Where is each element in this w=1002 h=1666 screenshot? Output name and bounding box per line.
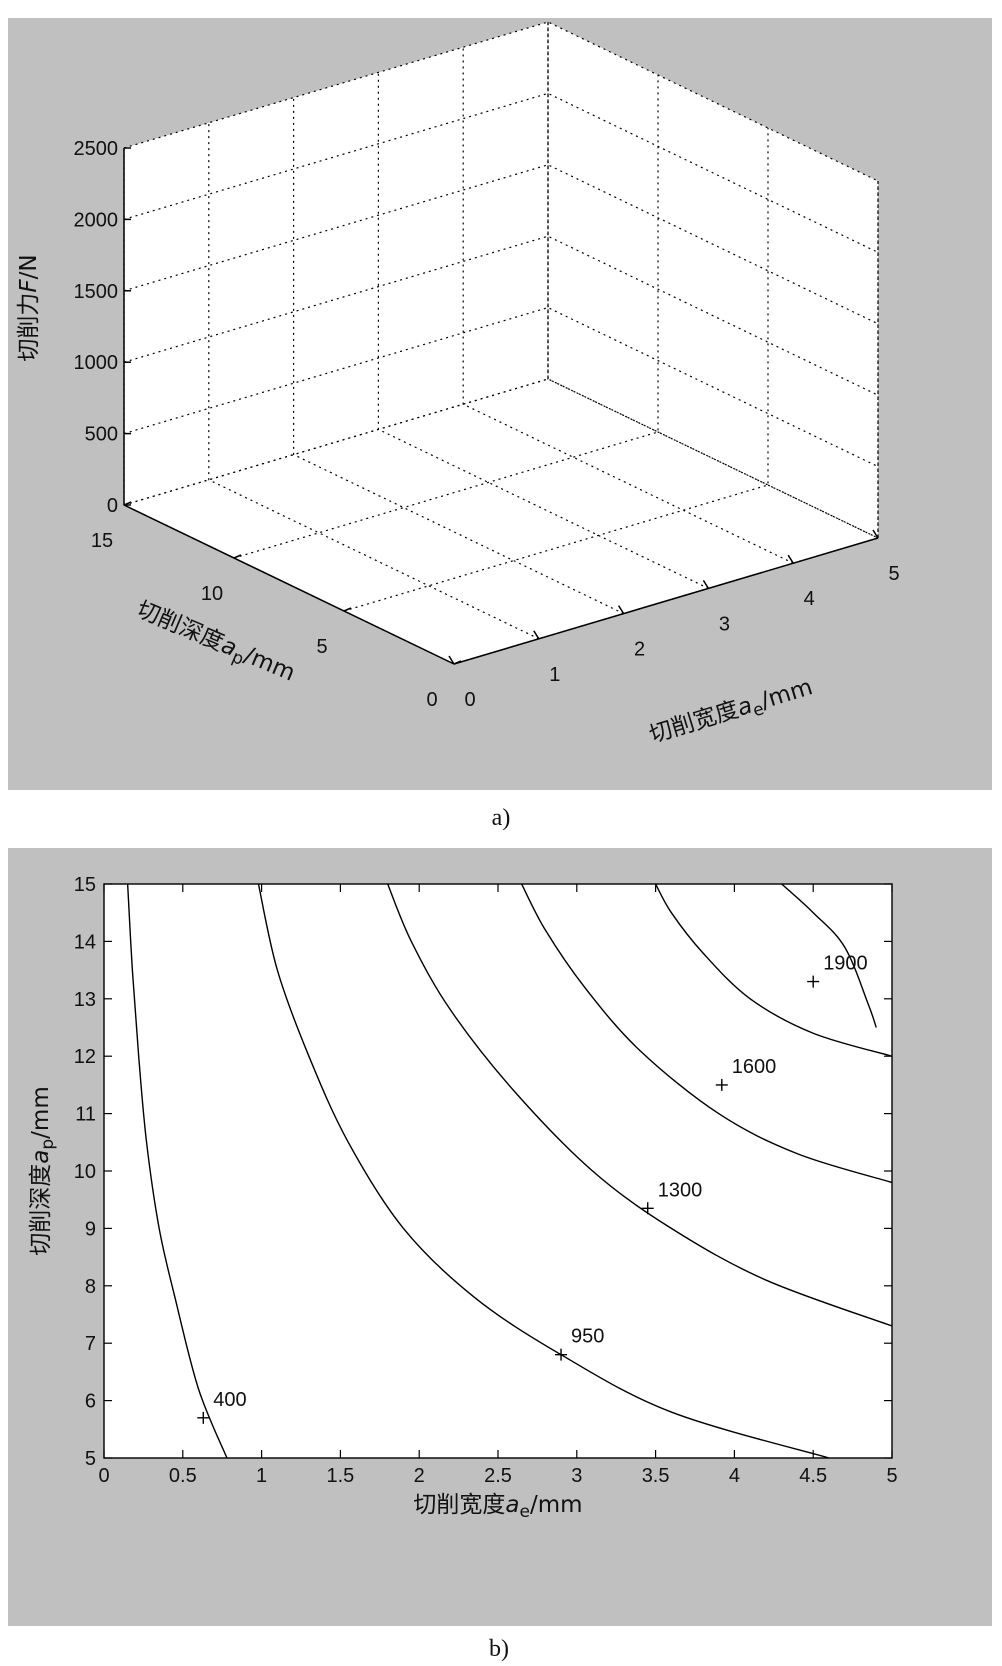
back-wall-ae	[548, 22, 878, 538]
f-axis-label: 切削力F/N	[16, 254, 42, 361]
y-tick-label: 9	[85, 1218, 96, 1240]
contour-line	[781, 884, 877, 1028]
x-tick-label: 5	[886, 1465, 897, 1487]
ae-tick-label: 4	[804, 588, 815, 610]
y-tick-label: 12	[74, 1046, 96, 1068]
contour-line	[126, 884, 228, 1458]
contour-plot: 0 0.5 1 1.5 2 2.5 3 3.5 4 4.5 5 5 6 7 8 9 10 11 12 13 14 15 40…	[28, 874, 898, 1522]
ae-tick	[617, 605, 625, 614]
y-tick-label: 5	[85, 1448, 96, 1470]
f-tick-label: 0	[107, 495, 118, 517]
y-tick-label: 15	[74, 874, 96, 896]
ap-tick	[453, 660, 462, 665]
ae-tick-label: 0	[464, 689, 475, 711]
ae-tick-label: 2	[634, 639, 645, 661]
x-tick-label: 0	[98, 1465, 109, 1487]
contour-level-label: 950	[571, 1326, 604, 1348]
f-tick-label: 1000	[74, 352, 119, 374]
ap-axis-label: 切削深度ap/mm	[131, 596, 299, 690]
contour-line	[387, 884, 892, 1327]
x-tick-label: 1	[256, 1465, 267, 1487]
contour-level-label: 400	[213, 1389, 246, 1411]
y-tick-label: 7	[85, 1333, 96, 1355]
y-tick-label: 11	[75, 1104, 96, 1126]
y-tick-label: 10	[74, 1161, 96, 1183]
y-axis-label: 切削深度ap/mm	[28, 1086, 58, 1255]
ae-tick	[872, 529, 879, 539]
x-tick-label: 4	[729, 1465, 740, 1487]
f-tick-label: 2500	[74, 138, 119, 160]
grid-line-ae	[293, 97, 624, 615]
contour-line	[257, 884, 830, 1458]
back-wall-ap	[124, 22, 548, 505]
floor-plane	[124, 379, 878, 664]
surface-figure-panel: 0 500 1000 1500 2000 2500 0 1 2 3 4 5 0 5 10 15 切削力F/N 切削…	[8, 18, 992, 790]
caption-a: a)	[491, 805, 511, 831]
contour-level-label: 1600	[732, 1056, 777, 1078]
contour-figure-panel: 0 0.5 1 1.5 2 2.5 3 3.5 4 4.5 5 5 6 7 8 9 10 11 12 13 14 15 40…	[8, 848, 992, 1626]
x-tick-label: 2.5	[484, 1465, 512, 1487]
grid-line-ae	[208, 122, 540, 640]
ae-tick	[448, 655, 455, 665]
x-tick-label: 3.5	[642, 1465, 670, 1487]
ae-tick-label: 3	[719, 613, 730, 635]
contour-level-label: 1900	[823, 953, 868, 975]
y-tick-label: 8	[85, 1276, 96, 1298]
x-tick-label: 1.5	[326, 1465, 354, 1487]
ap-tick	[343, 607, 352, 612]
ap-tick-label: 5	[316, 636, 327, 658]
ae-axis-line	[453, 537, 879, 665]
contour-line	[654, 884, 892, 1057]
ae-axis-label: 切削宽度ae/mm	[646, 674, 817, 752]
contour-line	[521, 884, 892, 1184]
f-tick-label: 2000	[74, 209, 119, 231]
contour-label-marker	[197, 1411, 210, 1424]
f-tick-label: 500	[85, 424, 118, 446]
ap-tick-label: 0	[426, 689, 437, 711]
ae-tick-label: 1	[549, 664, 560, 686]
contour-plot-area	[103, 883, 893, 1459]
caption-b: b)	[489, 1636, 509, 1662]
grid-line-ae	[462, 47, 794, 564]
f-tick-label: 1500	[74, 281, 119, 303]
ae-tick-label: 5	[888, 563, 899, 585]
ae-tick	[533, 630, 540, 640]
surface-plot: 0 500 1000 1500 2000 2500 0 1 2 3 4 5 0 5 10 15 切削力F/N 切削…	[16, 21, 900, 752]
ae-tick	[702, 580, 710, 589]
ap-tick	[123, 501, 132, 506]
ae-tick	[787, 554, 794, 564]
ap-tick	[233, 554, 242, 559]
ap-tick-label: 15	[91, 530, 113, 552]
ap-tick-label: 10	[201, 583, 223, 605]
ap-axis-line	[123, 504, 455, 665]
contour-label-marker	[715, 1078, 728, 1091]
contour-label-marker	[555, 1348, 568, 1361]
x-axis-label: 切削宽度ae/mm	[413, 1492, 582, 1522]
y-tick-label: 13	[74, 989, 96, 1011]
y-tick-label: 6	[85, 1391, 96, 1413]
contour-label-marker	[641, 1202, 654, 1215]
contour-label-marker	[807, 975, 820, 988]
x-tick-label: 4.5	[799, 1465, 827, 1487]
contour-level-label: 1300	[658, 1179, 703, 1201]
x-tick-label: 2	[414, 1465, 425, 1487]
x-tick-label: 3	[571, 1465, 582, 1487]
x-tick-label: 0.5	[169, 1465, 197, 1487]
axes-3d	[123, 147, 879, 665]
y-tick-label: 14	[74, 931, 96, 953]
